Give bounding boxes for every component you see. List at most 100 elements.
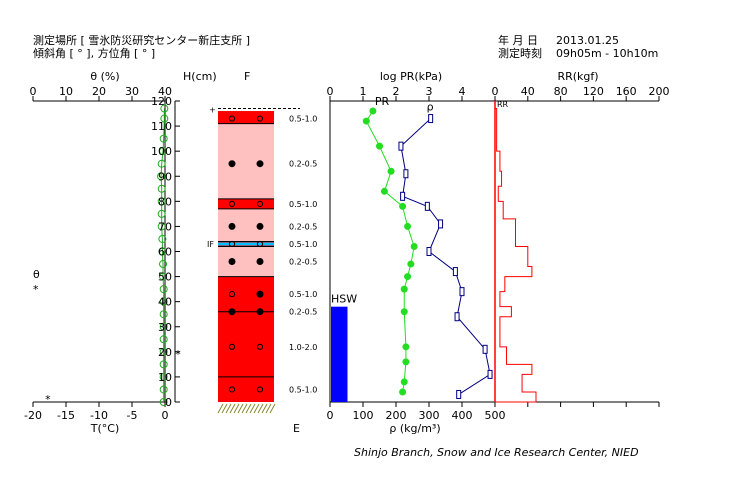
angle-label: 傾斜角 [ ° ], 方位角 [ ° ] xyxy=(33,46,155,60)
ground-hatch xyxy=(229,403,236,414)
ice-layer-label: IF xyxy=(207,240,214,249)
location-label: 測定場所 [ 雪氷防災研究センター新庄支所 ] xyxy=(33,33,250,47)
hardness-density-panel: log PR(kPa) ρ (kg/m³) 0 1 2 3 4 0 100 200 300 400… xyxy=(327,70,506,435)
density-point xyxy=(452,267,458,277)
grain-symbol xyxy=(228,200,236,207)
moisture-point: * xyxy=(45,393,51,406)
grain-symbol xyxy=(256,115,264,122)
ground-hatch xyxy=(237,403,244,414)
rr-tick-label: 120 xyxy=(583,85,604,98)
grain-size-label: 0.5-1.0 xyxy=(289,385,317,394)
ground-hatch xyxy=(225,403,232,414)
bottom-column-label: E xyxy=(293,422,300,435)
snow-layer xyxy=(218,208,274,242)
ground-hatch xyxy=(233,403,240,414)
snow-layer xyxy=(218,123,274,199)
pr-point xyxy=(404,273,412,281)
temperature-point xyxy=(159,134,168,143)
density-point xyxy=(438,219,444,229)
ground-hatch xyxy=(269,403,276,414)
temperature-point xyxy=(158,234,167,243)
height-tick-label: 70 xyxy=(158,220,172,233)
temperature-point xyxy=(157,197,166,206)
temperature-axis-label: T(°C) xyxy=(90,422,119,435)
temperature-point xyxy=(159,360,168,369)
density-point xyxy=(487,369,493,379)
height-tick-label: 50 xyxy=(158,271,172,284)
pr-point xyxy=(402,343,410,351)
grain-symbol xyxy=(256,200,264,207)
pr-point xyxy=(400,378,408,386)
grain-size-label: 0.5-1.0 xyxy=(289,115,317,124)
snow-surface-marker: + xyxy=(209,106,216,115)
moisture-tick-label: 20 xyxy=(92,85,106,98)
grain-symbol xyxy=(228,240,236,248)
grain-symbol xyxy=(228,308,236,316)
density-axis-label: ρ (kg/m³) xyxy=(389,422,440,435)
temperature-point xyxy=(160,104,169,113)
pr-point xyxy=(400,285,408,293)
grain-size-label: 0.5-1.0 xyxy=(289,240,317,249)
pr-point xyxy=(387,167,395,175)
pr-point xyxy=(400,308,408,316)
legend-marker: θ xyxy=(33,268,40,281)
stratigraphy-panel: H(cm) F E 0 10 20 30 40 50 60 70 80 90 100 110 120 IF… xyxy=(151,70,317,435)
rr-axis-label: RR(kgf) xyxy=(557,70,598,83)
temperature-point xyxy=(157,209,166,218)
pr-series-label: PR xyxy=(375,95,390,108)
grain-symbol xyxy=(228,343,236,350)
snow-layer xyxy=(218,198,274,209)
height-tick-label: 40 xyxy=(158,296,172,309)
ground-hatch xyxy=(253,403,260,414)
grain-size-label: 0.2-0.5 xyxy=(289,222,317,231)
pr-tick-label: 4 xyxy=(459,85,466,98)
temperature-point xyxy=(159,398,168,406)
rr-tick-label: 80 xyxy=(554,85,568,98)
height-tick-label: 60 xyxy=(158,246,172,259)
temperature-point xyxy=(160,114,169,123)
height-tick-label: 100 xyxy=(151,145,172,158)
density-series-label: ρ xyxy=(427,101,434,114)
ground-hatch xyxy=(249,403,256,414)
density-tick-label: 0 xyxy=(327,409,334,422)
density-tick-label: 300 xyxy=(419,409,440,422)
temperature-point xyxy=(159,272,168,281)
height-tick-label: 20 xyxy=(158,346,172,359)
pr-tick-label: 2 xyxy=(393,85,400,98)
ground-hatch xyxy=(265,403,272,414)
ground-hatch xyxy=(241,403,248,414)
grain-symbol xyxy=(228,291,236,298)
height-tick-label: 80 xyxy=(158,195,172,208)
ice-layer xyxy=(218,242,274,246)
ground-hatch xyxy=(221,403,228,414)
grain-symbol xyxy=(256,160,264,168)
grain-symbol xyxy=(228,386,236,393)
temperature-tick-label: -20 xyxy=(24,409,42,422)
grain-size-label: 0.2-0.5 xyxy=(289,160,317,169)
grain-symbol xyxy=(228,222,236,230)
pr-point xyxy=(402,358,410,366)
rr-tick-label: 200 xyxy=(649,85,670,98)
grain-symbol xyxy=(228,160,236,168)
grain-symbol xyxy=(256,222,264,230)
temperature-point xyxy=(159,347,168,356)
grain-size-label: 1.0-2.0 xyxy=(289,343,317,352)
grain-size-label: 0.2-0.5 xyxy=(289,308,317,317)
grain-symbol xyxy=(256,308,264,316)
temperature-point xyxy=(159,297,168,306)
ground-hatch xyxy=(217,403,224,414)
snow-layer xyxy=(218,111,274,124)
snow-layer xyxy=(218,246,274,277)
density-tick-label: 200 xyxy=(386,409,407,422)
pr-point xyxy=(380,187,388,195)
pr-tick-label: 0 xyxy=(327,85,334,98)
rr-profile xyxy=(495,108,537,403)
height-tick-label: 90 xyxy=(158,170,172,183)
temperature-point xyxy=(157,159,166,168)
temperature-point xyxy=(157,222,166,231)
ram-resistance-panel: RR(kgf) 0 40 80 120 160 200 RR xyxy=(492,70,670,407)
density-point xyxy=(456,389,462,399)
density-point xyxy=(400,191,406,201)
density-point xyxy=(403,169,409,179)
moisture-tick-label: 0 xyxy=(30,85,37,98)
